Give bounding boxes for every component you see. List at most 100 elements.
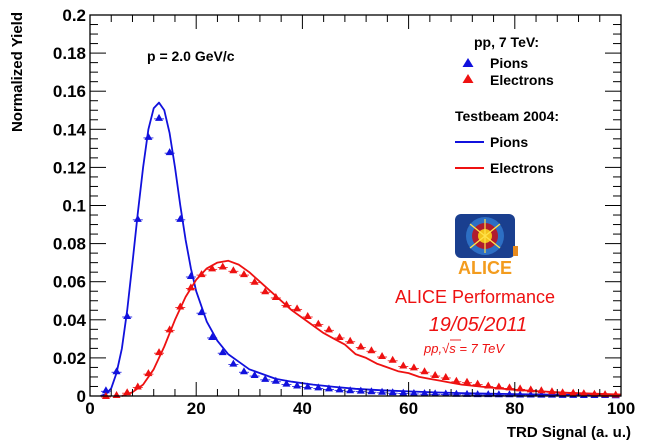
data-point-electrons [207,264,218,272]
data-point-pions [122,311,133,319]
legend-entry-pions-markers: Pions [462,55,528,71]
data-point-pions [143,132,154,140]
x-axis-title: TRD Signal (a. u.) [507,424,631,441]
data-point-electrons [217,262,228,270]
data-point-electrons [334,332,345,340]
data-point-pions [132,214,143,222]
legend-title-testbeam: Testbeam 2004: [455,108,559,124]
x-tick-label: 60 [399,399,418,418]
data-point-electrons [398,361,409,369]
data-point-pions [366,387,377,395]
data-point-electrons [589,389,600,397]
alice-logo: ALICE [455,214,518,278]
series-lines [100,101,622,397]
data-point-electrons [355,342,366,350]
data-point-pions [217,348,228,356]
data-point-electrons [238,270,249,278]
data-point-electrons [546,387,557,395]
data-point-electrons [493,382,504,390]
data-point-electrons [260,287,271,295]
y-tick-label: 0.12 [53,158,86,177]
data-point-electrons [387,355,398,363]
data-point-pions [175,214,186,222]
legend-marker-electrons [462,74,474,83]
data-point-pions [270,376,281,384]
data-point-pions [228,359,239,367]
data-point-pions [249,371,260,379]
data-point-electrons [175,302,186,310]
legend-label-electrons-line: Electrons [490,160,554,176]
data-point-electrons [419,367,430,375]
data-point-electrons [578,389,589,397]
data-point-electrons [430,371,441,379]
series-line-pions [100,101,622,397]
y-tick-label: 0.2 [62,6,86,25]
data-point-pions [451,389,462,397]
legend-entry-electrons-markers: Electrons [462,72,554,88]
y-axis-title: Normalized Yield [9,12,26,132]
data-point-electrons [154,348,165,356]
data-point-pions [196,308,207,316]
y-tick-label: 0.02 [53,349,86,368]
data-point-pions [281,379,292,387]
data-point-electrons [164,325,175,333]
data-point-electrons [366,346,377,354]
data-point-electrons [451,376,462,384]
legend-entry-pions-line: Pions [455,134,528,150]
data-point-pions [154,113,165,121]
data-point-electrons [292,304,303,312]
data-point-pions [440,389,451,397]
momentum-label: p = 2.0 GeV/c [147,48,235,64]
y-tick-label: 0.1 [62,197,86,216]
data-point-electrons [302,311,313,319]
x-tick-label: 0 [85,399,94,418]
data-point-electrons [143,369,154,377]
collision-energy-label: pp,√s = 7 TeV [423,341,505,356]
data-point-electrons [472,379,483,387]
data-point-electrons [440,372,451,380]
data-point-pions [111,367,122,375]
data-point-electrons [185,283,196,291]
data-point-electrons [462,377,473,385]
data-point-pions [408,388,419,396]
y-tick-labels: 0 0.02 0.04 0.06 0.08 0.1 0.12 0.14 0.16 0.18 0.2 [53,6,87,406]
x-tick-label: 80 [505,399,524,418]
x-tick-label: 20 [187,399,206,418]
energy-sqrt: √s [442,341,456,356]
x-tick-label: 100 [607,399,635,418]
data-point-electrons [536,386,547,394]
y-tick-label: 0.14 [53,120,87,139]
data-point-electrons [408,363,419,371]
alice-logo-text: ALICE [458,258,512,278]
data-point-electrons [270,292,281,300]
data-point-pions [387,388,398,396]
performance-date: 19/05/2011 [429,314,528,336]
data-point-pions [100,386,111,394]
data-point-pions [345,386,356,394]
legend-label-electrons-markers: Electrons [490,72,554,88]
y-tick-label: 0.16 [53,82,86,101]
legend-label-pions-markers: Pions [490,55,528,71]
data-point-electrons [515,384,526,392]
data-point-pions [398,388,409,396]
data-point-electrons [345,336,356,344]
performance-label: ALICE Performance [395,287,555,307]
legend-title-data: pp, 7 TeV: [474,34,539,50]
energy-prefix: pp, [423,341,442,356]
x-tick-labels: 0 20 40 60 80 100 [85,399,635,418]
data-point-pions [377,387,388,395]
data-point-electrons [249,277,260,285]
data-point-pions [430,389,441,397]
data-point-pions [313,383,324,391]
data-point-electrons [377,351,388,359]
data-point-pions [185,271,196,279]
data-point-electrons [557,388,568,396]
y-tick-label: 0.04 [53,311,87,330]
data-point-electrons [568,388,579,396]
data-point-electrons [600,390,611,398]
y-tick-label: 0 [77,387,86,406]
data-point-electrons [122,388,133,396]
data-point-pions [260,374,271,382]
data-point-electrons [525,385,536,393]
